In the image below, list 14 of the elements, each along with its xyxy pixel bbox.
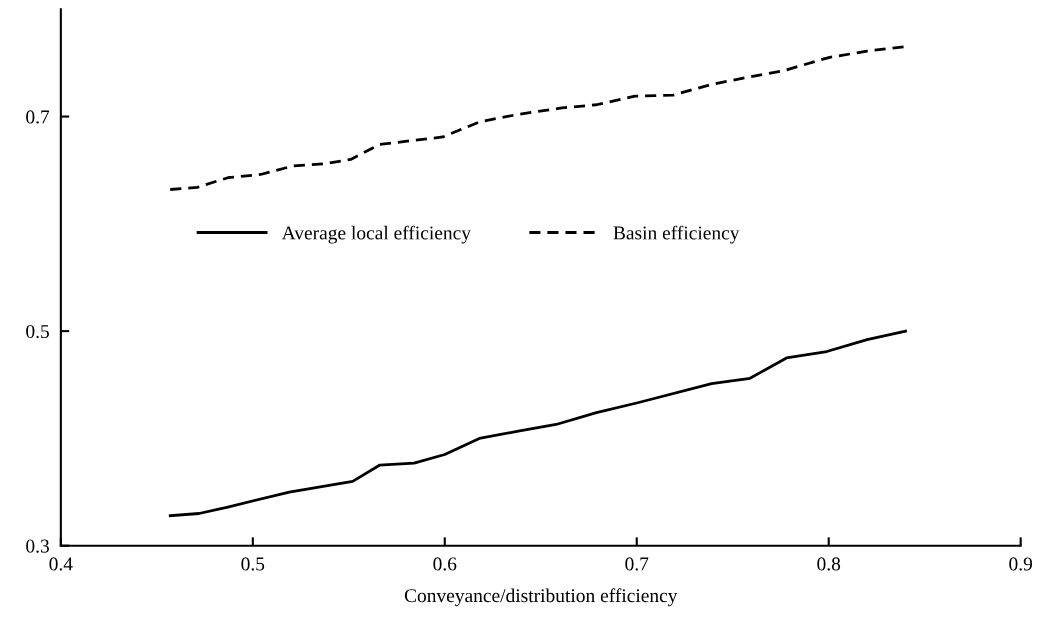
y-tick-label: 0.5 bbox=[26, 324, 49, 339]
legend-label: Basin efficiency bbox=[613, 225, 740, 244]
y-tick-label: 0.3 bbox=[26, 539, 49, 553]
x-tick-label: 0.8 bbox=[817, 557, 841, 571]
x-tick-label: 0.4 bbox=[49, 557, 73, 571]
x-tick-label: 0.7 bbox=[625, 557, 649, 571]
y-tick-label: 0.7 bbox=[26, 110, 50, 124]
x-tick-label: 0.5 bbox=[241, 557, 265, 571]
line-series bbox=[168, 329, 907, 518]
x-axis-title: Conveyance/distribution efficiency bbox=[404, 588, 678, 607]
x-tick-label: 0.6 bbox=[433, 557, 457, 571]
line-series bbox=[168, 45, 905, 191]
x-tick-label: 0.9 bbox=[1009, 557, 1033, 571]
legend-label: Average local efficiency bbox=[281, 225, 471, 244]
